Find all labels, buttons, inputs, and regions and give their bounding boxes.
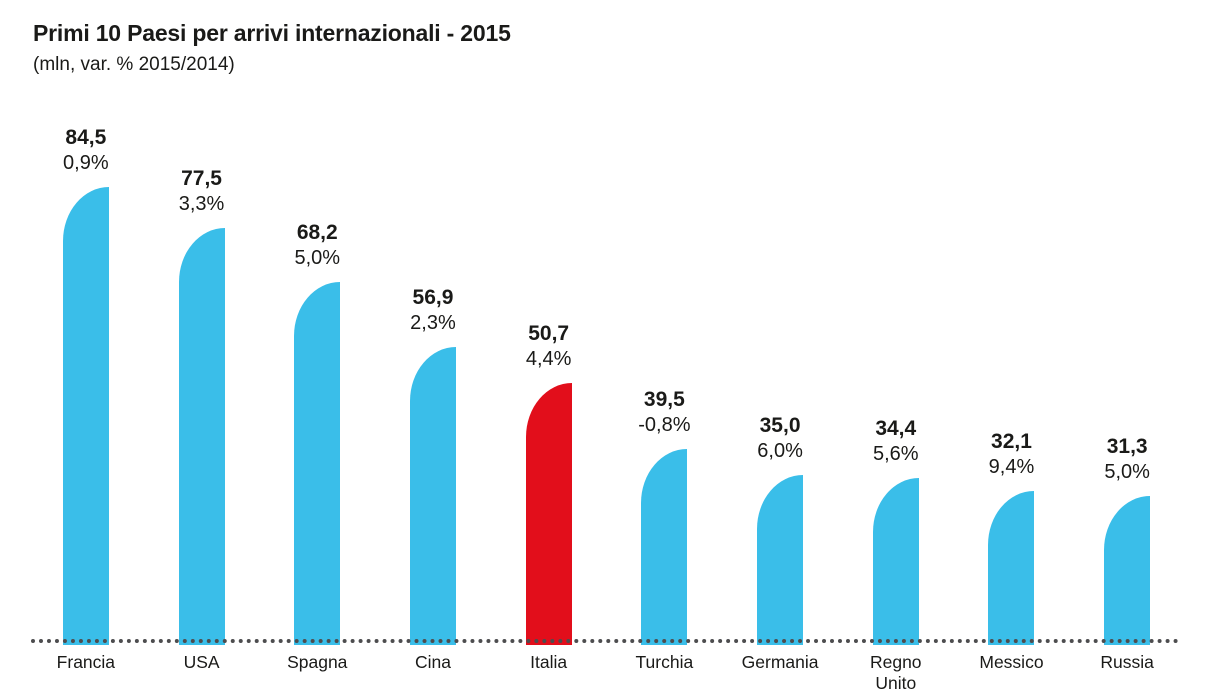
- bar-turchia: [641, 449, 688, 645]
- bar-column-germania: 35,0 6,0%: [722, 115, 838, 645]
- bar-data-labels-regno-unito: 34,4 5,6%: [831, 417, 961, 465]
- bar-variation-label: 2,3%: [410, 311, 456, 334]
- bar-messico: [988, 491, 1035, 645]
- x-axis-label-messico: Messico: [979, 652, 1044, 672]
- bar-data-labels-usa: 77,5 3,3%: [137, 167, 267, 215]
- bar-spagna: [294, 282, 341, 645]
- bar-variation-label: 4,4%: [525, 347, 572, 370]
- bar-value-label: 35,0: [759, 414, 801, 438]
- bar-usa: [178, 228, 225, 645]
- bar-value-label: 39,5: [643, 388, 685, 412]
- x-axis-label-regno-unito: Regno Unito: [869, 652, 922, 693]
- bar-data-labels-russia: 31,3 5,0%: [1062, 435, 1192, 483]
- bar-variation-label: 5,0%: [294, 246, 341, 269]
- bar-value-label: 31,3: [1106, 435, 1148, 459]
- bar-regno-unito: [872, 478, 919, 645]
- x-axis-labels: Francia USA Spagna Cina Italia Turchia Germani…: [28, 652, 1185, 694]
- bar-data-labels-spagna: 68,2 5,0%: [252, 221, 382, 269]
- bar-italia-highlighted: [525, 383, 572, 645]
- bar-russia: [1104, 496, 1151, 645]
- x-axis-dotted-line: [31, 639, 1179, 643]
- bar-germania: [757, 475, 804, 645]
- bar-value-label: 84,5: [65, 126, 107, 150]
- bar-data-labels-cina: 56,9 2,3%: [368, 286, 498, 334]
- bar-column-regno-unito: 34,4 5,6%: [838, 115, 954, 645]
- bar-francia: [62, 187, 109, 645]
- bar-column-messico: 32,1 9,4%: [954, 115, 1070, 645]
- chart-title: Primi 10 Paesi per arrivi internazionali…: [33, 20, 511, 46]
- bar-variation-label: 3,3%: [178, 192, 225, 215]
- bar-value-label: 34,4: [875, 417, 917, 441]
- bar-column-cina: 56,9 2,3%: [375, 115, 491, 645]
- bar-column-russia: 31,3 5,0%: [1069, 115, 1185, 645]
- bar-column-italia: 50,7 4,4%: [491, 115, 607, 645]
- bar-value-label: 56,9: [412, 286, 454, 310]
- x-axis-label-spagna: Spagna: [287, 652, 348, 672]
- x-axis-label-italia: Italia: [530, 652, 568, 672]
- bar-value-label: 77,5: [181, 167, 222, 191]
- bar-variation-label: -0,8%: [638, 413, 691, 436]
- bars-area: 84,5 0,9% 77,5 3,3% 68,2 5,0% 56,9 2,3% 50,7 4,4%…: [28, 115, 1185, 645]
- bar-column-usa: 77,5 3,3%: [144, 115, 260, 645]
- chart-subtitle: (mln, var. % 2015/2014): [33, 54, 235, 75]
- x-axis-label-turchia: Turchia: [635, 652, 694, 672]
- bar-value-label: 50,7: [528, 322, 570, 346]
- bar-variation-label: 6,0%: [757, 439, 803, 462]
- bar-column-turchia: 39,5 -0,8%: [607, 115, 723, 645]
- bar-value-label: 68,2: [296, 221, 338, 245]
- x-axis-label-germania: Germania: [741, 652, 819, 672]
- x-axis-label-russia: Russia: [1100, 652, 1154, 672]
- x-axis-label-usa: USA: [183, 652, 220, 672]
- bar-variation-label: 5,6%: [872, 442, 919, 465]
- bar-variation-label: 5,0%: [1104, 460, 1150, 483]
- x-axis-label-cina: Cina: [414, 652, 451, 672]
- bar-data-labels-francia: 84,5 0,9%: [21, 126, 151, 174]
- bar-column-francia: 84,5 0,9%: [28, 115, 144, 645]
- bar-variation-label: 0,9%: [63, 151, 109, 174]
- bar-data-labels-messico: 32,1 9,4%: [946, 430, 1076, 478]
- bar-data-labels-turchia: 39,5 -0,8%: [599, 388, 729, 436]
- bar-data-labels-germania: 35,0 6,0%: [715, 414, 845, 462]
- bar-variation-label: 9,4%: [988, 455, 1035, 478]
- bar-column-spagna: 68,2 5,0%: [259, 115, 375, 645]
- x-axis-label-francia: Francia: [56, 652, 116, 672]
- bar-cina: [409, 347, 456, 645]
- bar-data-labels-italia: 50,7 4,4%: [484, 322, 614, 370]
- bar-value-label: 32,1: [991, 430, 1032, 454]
